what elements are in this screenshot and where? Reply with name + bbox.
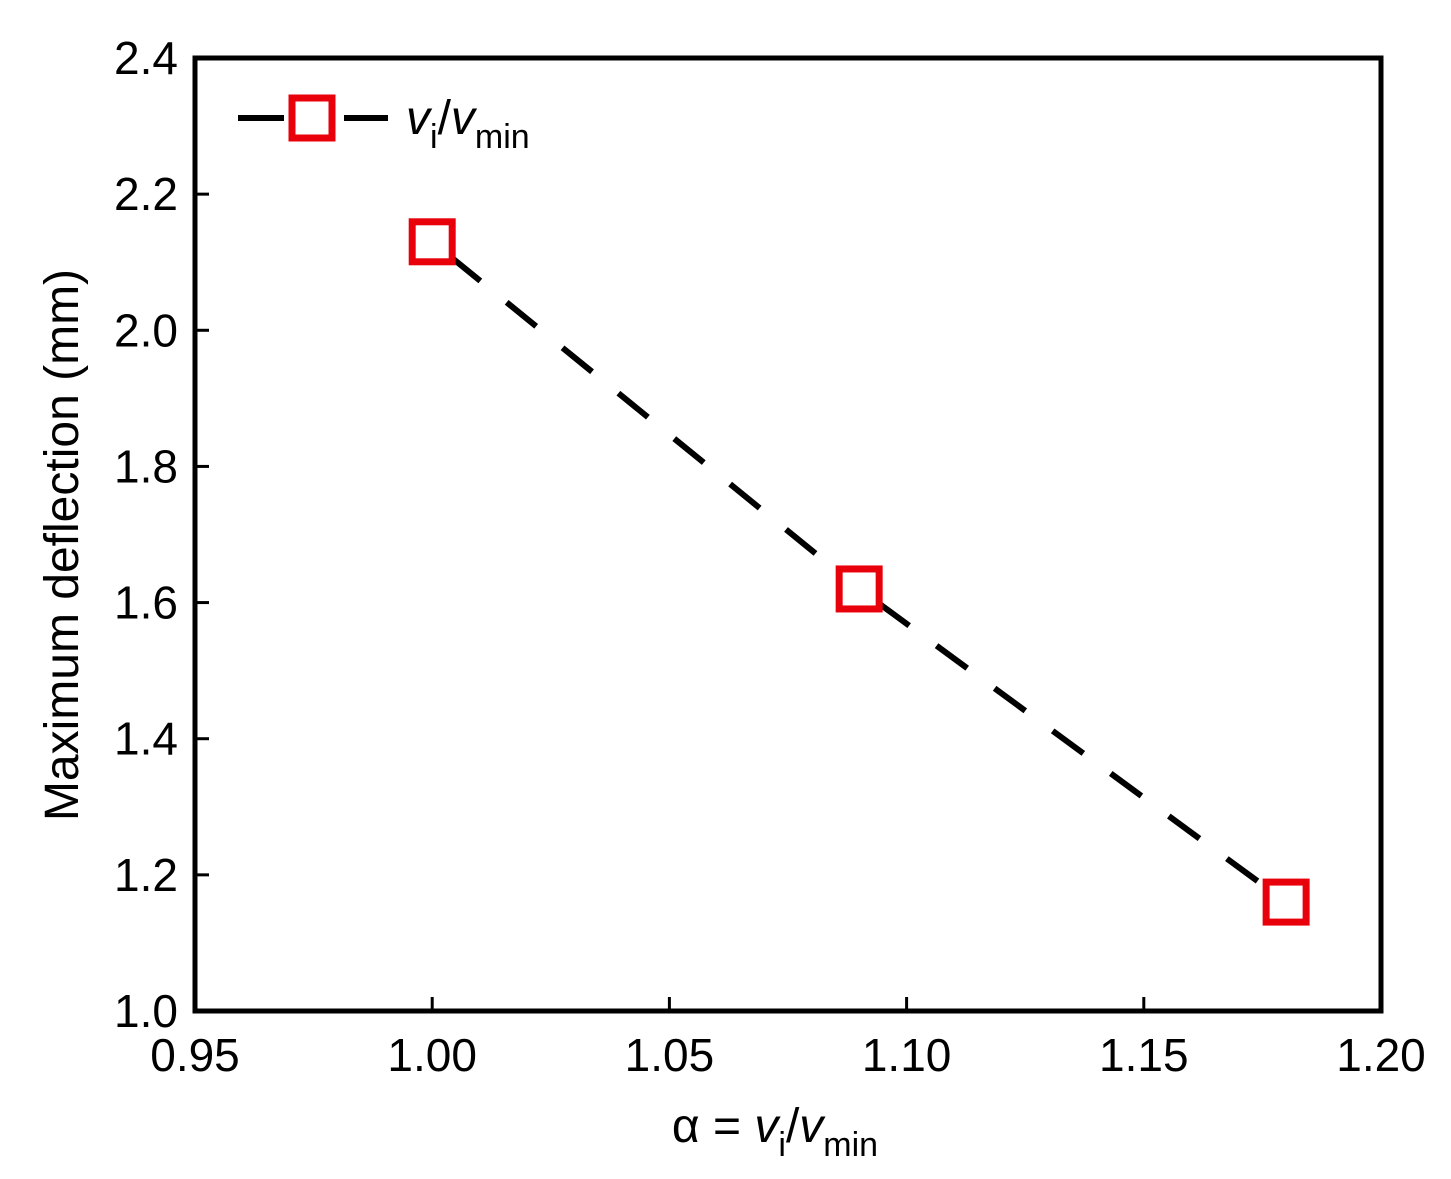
x-axis-title-var1: v xyxy=(754,1100,781,1153)
y-axis-title: Maximum deflection (mm) xyxy=(36,269,89,821)
y-ticks: 1.0 1.2 1.4 1.6 1.8 2.0 2.2 2.4 xyxy=(114,32,209,1037)
y-tick-label: 2.4 xyxy=(114,32,178,84)
y-tick-label: 1.6 xyxy=(114,577,178,629)
legend-label-var1: v xyxy=(406,92,433,145)
x-tick-label: 1.00 xyxy=(387,1029,477,1081)
legend: vi/vmin xyxy=(238,92,530,156)
legend-marker xyxy=(288,94,336,142)
y-tick-label: 1.4 xyxy=(114,713,178,765)
x-tick-label: 0.95 xyxy=(150,1029,240,1081)
legend-label-sub1: i xyxy=(430,118,438,156)
legend-label: vi/vmin xyxy=(406,92,530,156)
x-tick-label: 1.15 xyxy=(1099,1029,1189,1081)
legend-label-sub2: min xyxy=(475,118,530,156)
x-axis-title-var2: v xyxy=(799,1100,826,1153)
y-tick-label: 2.0 xyxy=(114,304,178,356)
legend-label-var2: v xyxy=(451,92,478,145)
x-tick-label: 1.20 xyxy=(1336,1029,1426,1081)
x-tick-label: 1.05 xyxy=(625,1029,715,1081)
series-layer xyxy=(408,218,1310,926)
data-point-marker xyxy=(835,565,883,613)
series-line-segment xyxy=(876,600,1269,891)
x-tick-label: 1.10 xyxy=(862,1029,952,1081)
x-axis-title-sub2: min xyxy=(823,1126,878,1164)
data-point-marker xyxy=(1262,878,1310,926)
x-axis-title-sub1: i xyxy=(778,1126,786,1164)
data-point-marker xyxy=(408,218,456,266)
legend-label-slash: / xyxy=(438,92,452,145)
y-tick-label: 2.2 xyxy=(114,168,178,220)
plot-area-group xyxy=(192,55,1384,1014)
y-tick-label: 1.0 xyxy=(114,985,178,1037)
y-tick-label: 1.8 xyxy=(114,440,178,492)
x-axis-title-slash: / xyxy=(786,1100,800,1153)
plot-frame xyxy=(192,55,1384,1014)
x-ticks: 0.95 1.00 1.05 1.10 1.15 1.20 xyxy=(150,997,1426,1081)
x-axis-title-prefix: α = xyxy=(672,1100,754,1153)
y-tick-label: 1.2 xyxy=(114,849,178,901)
series-line-segment xyxy=(448,254,843,577)
x-axis-title: α = vi/vmin xyxy=(672,1100,878,1164)
